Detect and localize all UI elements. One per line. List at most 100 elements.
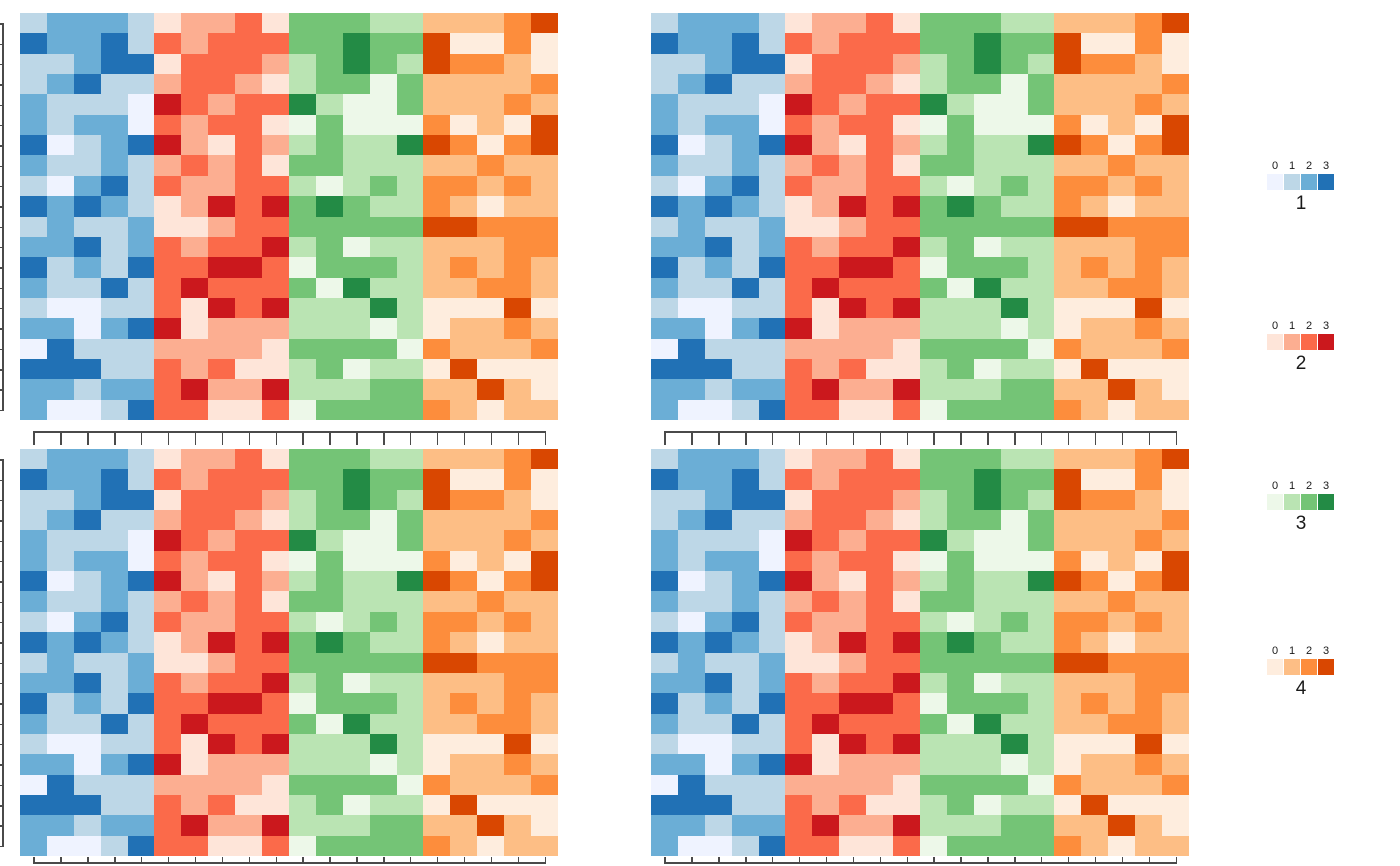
heatmap-cell: [369, 236, 397, 258]
column-dendrogram-tooth-clipped: [852, 857, 855, 862]
heatmap-cell: [504, 489, 532, 511]
column-dendrogram-tooth-clipped: [87, 857, 89, 862]
heatmap-cell: [73, 530, 101, 551]
heatmap-cell: [262, 13, 289, 34]
heatmap-cell: [651, 652, 678, 673]
heatmap-cell: [1081, 236, 1109, 258]
heatmap-cell: [100, 815, 128, 836]
heatmap-cell: [288, 277, 316, 298]
column-dendrogram-tooth-clipped: [960, 857, 962, 862]
heatmap-cell: [450, 53, 478, 75]
heatmap-cell: [1081, 33, 1109, 54]
heatmap-cell: [893, 571, 920, 592]
heatmap-cell: [1108, 713, 1136, 734]
heatmap-cell: [127, 815, 155, 836]
heatmap-cell: [369, 774, 397, 795]
heatmap-cell: [758, 135, 786, 156]
heatmap-cell: [1081, 135, 1109, 156]
heatmap-cell: [758, 571, 786, 592]
heatmap-cell: [73, 318, 101, 339]
heatmap-cell: [677, 510, 705, 531]
heatmap-cell: [127, 94, 155, 115]
heatmap-cell: [839, 835, 867, 856]
heatmap-cell: [315, 318, 343, 339]
heatmap-cell: [154, 794, 182, 816]
heatmap-cell: [1162, 469, 1189, 490]
heatmap-cell: [46, 815, 74, 836]
heatmap-cell: [1081, 754, 1109, 775]
heatmap-cell: [973, 358, 1001, 380]
heatmap-cell: [1027, 318, 1055, 339]
heatmap-cell: [812, 693, 840, 714]
heatmap-cell: [73, 13, 101, 34]
heatmap-cell: [504, 530, 532, 551]
heatmap-cell: [785, 794, 813, 816]
heatmap-cell: [677, 611, 705, 633]
heatmap-cell: [1000, 175, 1028, 197]
heatmap-cell: [235, 196, 263, 217]
heatmap-cell: [1162, 114, 1189, 136]
heatmap-cell: [369, 33, 397, 54]
heatmap-cell: [1054, 175, 1082, 197]
heatmap-cell: [1000, 318, 1028, 339]
heatmap-cell: [477, 672, 505, 694]
heatmap-cell: [1054, 236, 1082, 258]
heatmap-cell: [73, 693, 101, 714]
heatmap-cell: [208, 815, 236, 836]
heatmap-cell: [1081, 53, 1109, 75]
heatmap-cell: [531, 399, 558, 420]
heatmap-cell: [973, 713, 1001, 734]
heatmap-cell: [46, 510, 74, 531]
column-dendrogram-tooth-clipped: [167, 857, 170, 862]
heatmap-cell: [235, 74, 263, 95]
heatmap-cell: [315, 297, 343, 319]
heatmap-cell: [1000, 835, 1028, 856]
legend-tick-label: 2: [1305, 160, 1313, 172]
heatmap-cell: [531, 510, 558, 531]
heatmap-cell: [20, 733, 47, 755]
heatmap-cell: [1054, 469, 1082, 490]
heatmap-cell: [973, 774, 1001, 795]
heatmap-cell: [893, 469, 920, 490]
heatmap-cell: [315, 550, 343, 572]
heatmap-cell: [342, 74, 370, 95]
heatmap-cell: [423, 672, 451, 694]
heatmap-cell: [181, 236, 209, 258]
row-dendrogram-tooth-clipped: [0, 825, 2, 827]
heatmap-cell: [423, 277, 451, 298]
heatmap-cell: [315, 358, 343, 380]
heatmap-cell: [839, 358, 867, 380]
heatmap-cell: [477, 399, 505, 420]
heatmap-cell: [946, 196, 974, 217]
row-dendrogram-tooth-clipped: [0, 703, 2, 705]
heatmap-cell: [1054, 510, 1082, 531]
heatmap-cell: [1108, 135, 1136, 156]
heatmap-cell: [423, 358, 451, 380]
heatmap-cell: [651, 713, 678, 734]
heatmap-cell: [342, 236, 370, 258]
heatmap-cell: [369, 318, 397, 339]
row-dendrogram-tooth-clipped: [0, 499, 2, 502]
heatmap-cell: [100, 297, 128, 319]
heatmap-cell: [677, 754, 705, 775]
heatmap-cell: [785, 13, 813, 34]
heatmap-cell: [1000, 815, 1028, 836]
heatmap-cell: [315, 530, 343, 551]
heatmap-cell: [73, 379, 101, 400]
heatmap-cell: [1108, 571, 1136, 592]
heatmap-cell: [1027, 591, 1055, 612]
heatmap-cell: [1027, 338, 1055, 359]
heatmap-cell: [785, 754, 813, 775]
heatmap-cell: [758, 257, 786, 278]
heatmap-cell: [1162, 257, 1189, 278]
heatmap-cell: [73, 632, 101, 653]
legend-1-tick-labels: 0 1 2 3: [1267, 160, 1335, 173]
heatmap-cell: [315, 236, 343, 258]
heatmap-cell: [973, 469, 1001, 490]
heatmap-cell: [839, 94, 867, 115]
heatmap-cell: [20, 13, 47, 34]
heatmap-cell: [893, 794, 920, 816]
heatmap-cell: [651, 693, 678, 714]
heatmap-cell: [127, 358, 155, 380]
